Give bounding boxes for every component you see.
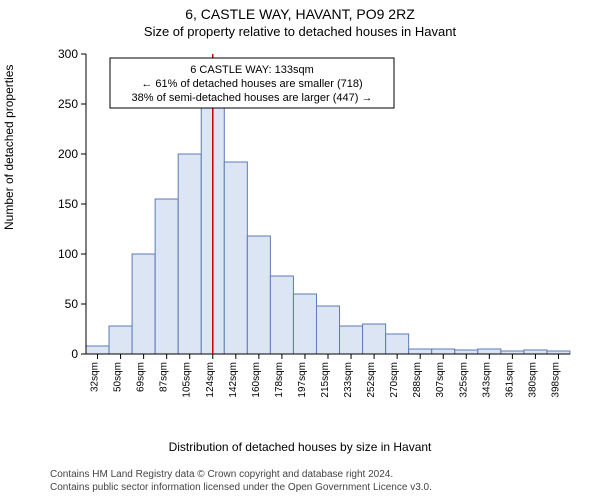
annotation-line-3: 38% of semi-detached houses are larger (… — [132, 92, 373, 104]
x-tick-label: 105sqm — [182, 362, 193, 398]
histogram-bar — [270, 276, 293, 354]
y-tick-label: 0 — [71, 347, 78, 361]
histogram-bar — [155, 199, 178, 354]
histogram-bar — [178, 154, 201, 354]
y-tick-label: 200 — [58, 147, 78, 161]
histogram-bar — [316, 306, 339, 354]
x-tick-label: 50sqm — [113, 362, 124, 392]
y-tick-label: 50 — [65, 297, 79, 311]
x-tick-label: 215sqm — [320, 362, 331, 398]
address-title: 6, CASTLE WAY, HAVANT, PO9 2RZ — [0, 6, 600, 22]
histogram-plot: 0 50 100 150 200 250 300 32sqm 50sqm 69sqm 87sqm 10… — [56, 48, 576, 400]
histogram-bar — [247, 236, 270, 354]
footer-attribution: Contains HM Land Registry data © Crown c… — [0, 469, 600, 494]
x-axis-label: Distribution of detached houses by size … — [0, 440, 600, 454]
footer-line-1: Contains HM Land Registry data © Crown c… — [50, 469, 570, 482]
x-tick-label: 380sqm — [527, 362, 538, 398]
x-tick-label: 124sqm — [205, 362, 216, 398]
x-tick-label: 307sqm — [435, 362, 446, 398]
x-tick-label: 361sqm — [504, 362, 515, 398]
x-tick-label: 160sqm — [251, 362, 262, 398]
x-tick-label: 142sqm — [228, 362, 239, 398]
histogram-bar — [224, 162, 247, 354]
footer-line-2: Contains public sector information licen… — [50, 482, 570, 495]
histogram-bar — [86, 346, 109, 354]
y-axis-label: Number of detached properties — [2, 65, 16, 230]
y-tick-label: 300 — [58, 47, 78, 61]
x-tick-label: 343sqm — [481, 362, 492, 398]
x-tick-label: 69sqm — [136, 362, 147, 392]
x-tick-label: 398sqm — [550, 362, 561, 398]
histogram-bar — [363, 324, 386, 354]
x-tick-label: 288sqm — [412, 362, 423, 398]
y-tick-label: 150 — [58, 197, 78, 211]
x-tick-label: 178sqm — [274, 362, 285, 398]
x-tick-label: 32sqm — [90, 362, 101, 392]
histogram-bar — [293, 294, 316, 354]
histogram-bar — [386, 334, 409, 354]
x-tick-label: 270sqm — [389, 362, 400, 398]
histogram-bar — [455, 350, 478, 354]
x-tick-label: 252sqm — [366, 362, 377, 398]
histogram-bar — [432, 349, 455, 354]
x-tick-label: 197sqm — [297, 362, 308, 398]
chart-subtitle: Size of property relative to detached ho… — [0, 24, 600, 39]
histogram-bar — [409, 349, 432, 354]
x-tick-label: 87sqm — [159, 362, 170, 392]
histogram-bar — [109, 326, 132, 354]
histogram-bar — [132, 254, 155, 354]
annotation-line-2: ← 61% of detached houses are smaller (71… — [141, 78, 362, 90]
histogram-bar — [340, 326, 363, 354]
histogram-bar — [478, 349, 501, 354]
annotation-line-1: 6 CASTLE WAY: 133sqm — [190, 64, 314, 76]
x-tick-label: 233sqm — [343, 362, 354, 398]
y-tick-label: 250 — [58, 97, 78, 111]
y-tick-label: 100 — [58, 247, 78, 261]
histogram-bar — [524, 350, 547, 354]
x-tick-label: 325sqm — [458, 362, 469, 398]
